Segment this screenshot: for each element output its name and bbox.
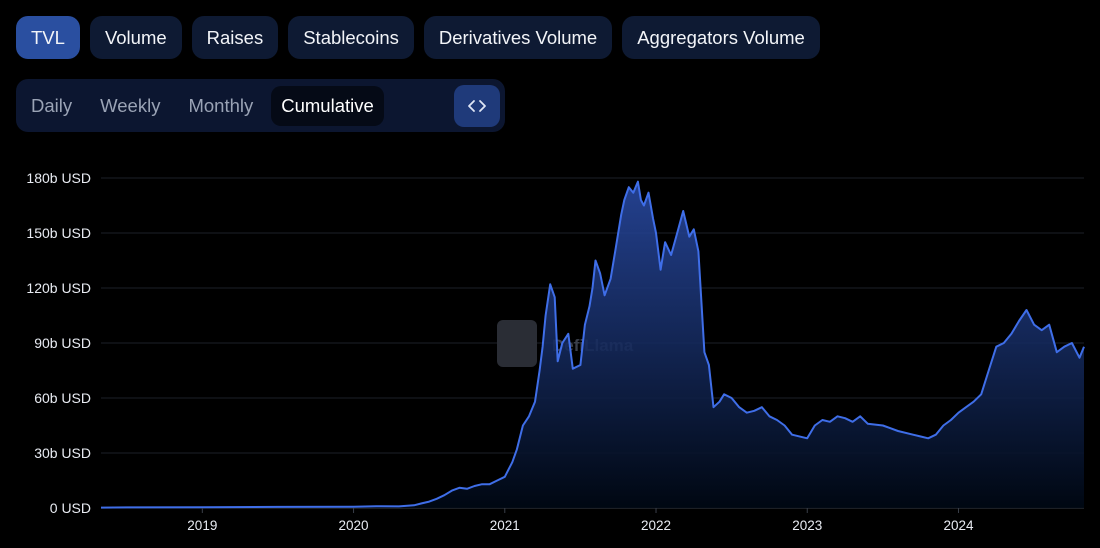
- metric-tabs: TVL Volume Raises Stablecoins Derivative…: [16, 16, 820, 59]
- tab-raises[interactable]: Raises: [191, 16, 279, 59]
- x-tick-label: 2022: [641, 518, 671, 533]
- period-cumulative[interactable]: Cumulative: [271, 85, 384, 126]
- tab-tvl[interactable]: TVL: [16, 16, 80, 59]
- y-tick-label: 120b USD: [26, 280, 91, 296]
- x-tick-label: 2021: [490, 518, 520, 533]
- x-tick-label: 2023: [792, 518, 822, 533]
- period-monthly[interactable]: Monthly: [188, 94, 254, 116]
- y-tick-label: 60b USD: [34, 390, 91, 406]
- y-tick-label: 90b USD: [34, 335, 91, 351]
- y-tick-label: 30b USD: [34, 445, 91, 461]
- period-weekly[interactable]: Weekly: [100, 94, 161, 116]
- x-tick-label: 2019: [187, 518, 217, 533]
- tvl-area-fill: [101, 181, 1084, 508]
- y-tick-label: 0 USD: [50, 500, 91, 516]
- tab-volume[interactable]: Volume: [89, 16, 182, 59]
- x-tick-label: 2020: [339, 518, 369, 533]
- period-daily[interactable]: Daily: [31, 94, 73, 116]
- llama-logo-icon: [497, 320, 537, 367]
- tab-derivatives-volume[interactable]: Derivatives Volume: [423, 16, 613, 59]
- code-embed-icon: [468, 99, 486, 112]
- tab-stablecoins[interactable]: Stablecoins: [288, 16, 414, 59]
- y-tick-label: 150b USD: [26, 225, 91, 241]
- period-selector: Daily Weekly Monthly Cumulative: [16, 79, 505, 132]
- tvl-series-line: [100, 180, 1085, 509]
- y-axis-ticks: 0 USD 30b USD 60b USD 90b USD 120b USD 150b U…: [26, 170, 91, 516]
- x-tick-label: 2024: [943, 518, 974, 533]
- y-tick-label: 180b USD: [26, 170, 91, 186]
- embed-code-button[interactable]: [454, 84, 500, 127]
- x-axis-ticks: 2019 2020 2021 2022 2023 2024: [187, 508, 974, 533]
- tvl-area: [100, 180, 1085, 509]
- tab-aggregators-volume[interactable]: Aggregators Volume: [622, 16, 820, 59]
